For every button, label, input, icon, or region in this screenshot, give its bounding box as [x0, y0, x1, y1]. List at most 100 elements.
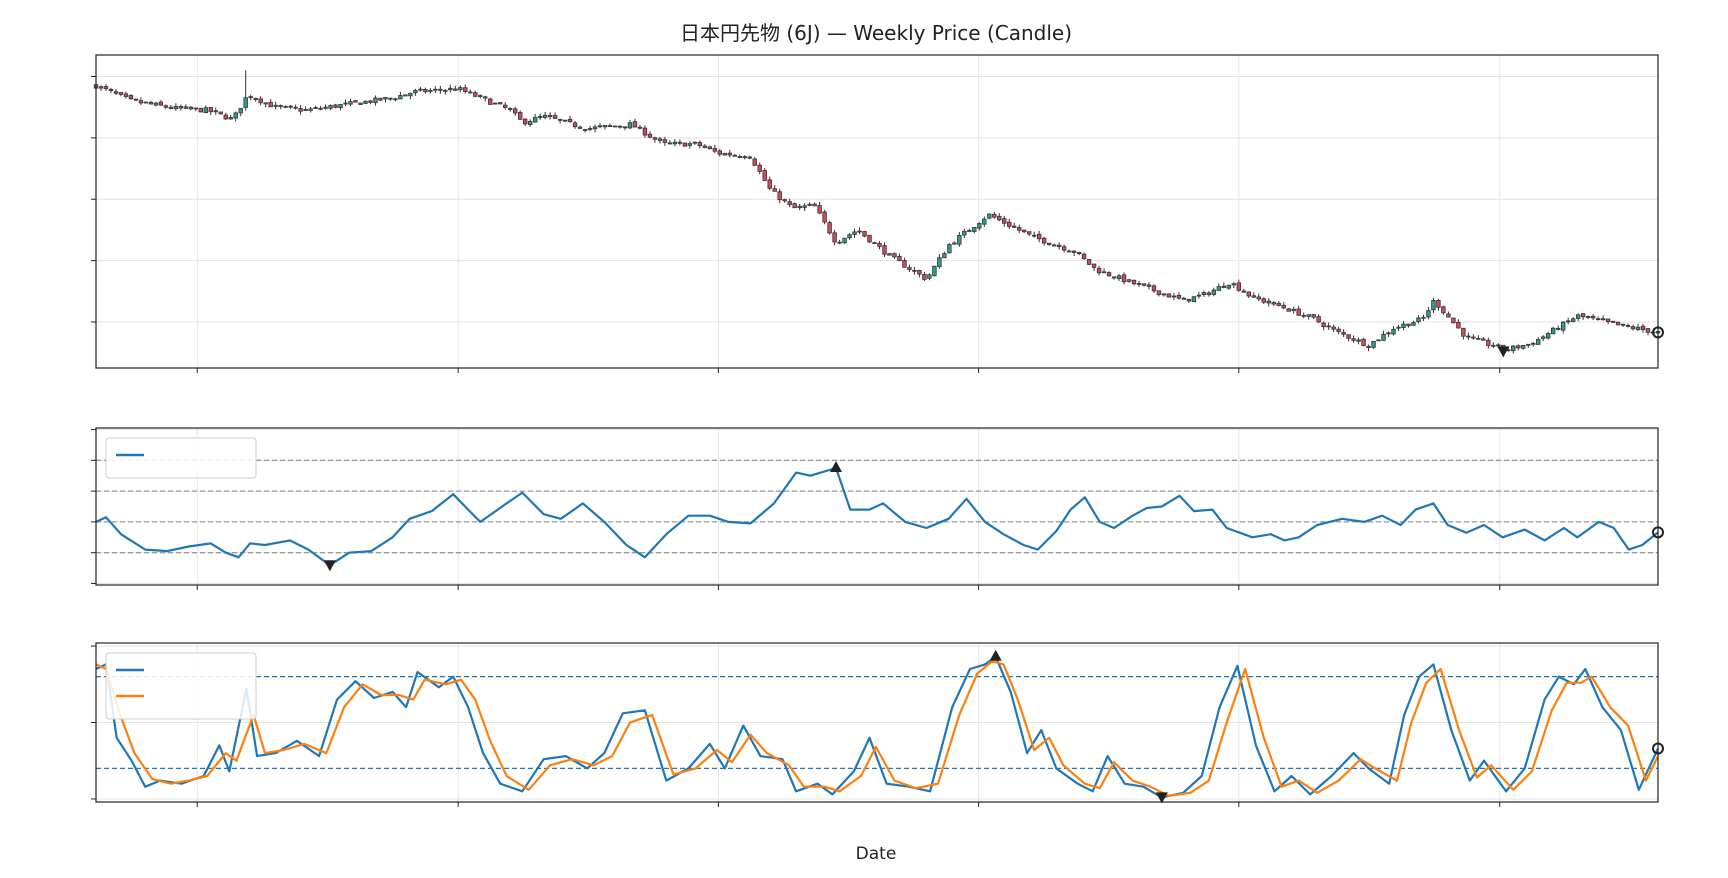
candle-body	[1585, 316, 1591, 318]
candle-body	[662, 139, 668, 143]
candle-body	[917, 269, 922, 275]
candle-body	[1635, 326, 1641, 330]
candle-body	[1191, 296, 1197, 303]
candle-body	[517, 112, 523, 120]
candle-body	[1036, 233, 1042, 240]
candle-body	[1555, 327, 1561, 330]
candle-body	[597, 125, 603, 128]
panel-2	[91, 427, 1664, 590]
candle-body	[193, 107, 199, 110]
candle-body	[557, 118, 563, 121]
candle-body	[1570, 318, 1576, 322]
candle-body	[108, 88, 114, 91]
panel-1	[91, 54, 1664, 373]
candle-body	[1076, 251, 1082, 255]
candle-body	[1291, 308, 1296, 312]
candle-body	[408, 93, 413, 97]
candle-body	[213, 110, 218, 113]
candle-body	[248, 96, 253, 99]
candle-body	[757, 164, 762, 172]
plot-frame	[95, 427, 1659, 586]
candle-body	[1531, 342, 1536, 345]
candle-body	[997, 215, 1002, 221]
candle-body	[817, 205, 822, 214]
candle-body	[278, 105, 283, 107]
candle-body	[1041, 237, 1047, 244]
candle-body	[1366, 345, 1371, 349]
candle-body	[1056, 244, 1062, 248]
candle-body	[872, 242, 877, 245]
candle-body	[363, 100, 368, 104]
candle-body	[1441, 306, 1446, 314]
candle-body	[148, 101, 154, 105]
candle-body	[677, 141, 683, 144]
candle-body	[483, 96, 488, 99]
candle-body	[937, 257, 942, 268]
candle-body	[178, 105, 184, 109]
candle-body	[737, 156, 742, 158]
candle-body	[1071, 250, 1077, 253]
candle-body	[1116, 275, 1122, 280]
candle-body	[1231, 283, 1237, 286]
candle-body	[478, 95, 483, 97]
candle-body	[837, 241, 842, 244]
candle-body	[977, 223, 982, 229]
candle-body	[373, 97, 378, 104]
candle-body	[378, 97, 383, 101]
candle-body	[1171, 295, 1177, 298]
candle-body	[1186, 298, 1192, 302]
chart-panels	[91, 54, 1664, 807]
candle-body	[1436, 299, 1441, 308]
legend	[105, 437, 257, 479]
candle-body	[458, 87, 463, 91]
candle-body	[98, 86, 104, 89]
candle-body	[527, 121, 533, 126]
candle-body	[552, 115, 558, 119]
candle-body	[802, 205, 807, 208]
min-marker	[323, 560, 336, 572]
candle-body	[223, 114, 228, 120]
candle-body	[742, 156, 747, 159]
candle-body	[368, 100, 373, 103]
candle-body	[338, 104, 343, 109]
candle-body	[1600, 318, 1606, 321]
candle-body	[1451, 317, 1456, 324]
candle-body	[1381, 333, 1386, 341]
candle-body	[847, 234, 852, 239]
series-line-1	[95, 655, 1659, 799]
legend-box	[105, 652, 257, 720]
candle-body	[727, 152, 732, 156]
candle-body	[652, 137, 658, 140]
candle-body	[433, 88, 438, 91]
candle-body	[1551, 327, 1556, 335]
candle-body	[1271, 301, 1276, 305]
candle-body	[1386, 332, 1391, 335]
candle-body	[218, 111, 223, 115]
series-line-2	[95, 660, 1659, 797]
candle-body	[508, 108, 513, 110]
candle-body	[942, 253, 947, 259]
candle-body	[1161, 293, 1167, 296]
candle-body	[183, 106, 189, 109]
candle-body	[1181, 297, 1187, 300]
candle-body	[792, 203, 797, 209]
candle-body	[353, 100, 358, 103]
candle-body	[782, 199, 787, 202]
candle-body	[1496, 344, 1501, 347]
candle-body	[503, 104, 508, 108]
candle-body	[692, 141, 698, 144]
candle-body	[1216, 286, 1222, 291]
candle-body	[493, 102, 498, 105]
candle-body	[393, 98, 398, 101]
candle-body	[168, 106, 174, 109]
candle-body	[947, 244, 952, 254]
candle-body	[1615, 321, 1621, 326]
candle-body	[418, 88, 423, 91]
candle-body	[1645, 328, 1651, 333]
candle-body	[1605, 318, 1611, 323]
candle-body	[1625, 325, 1631, 327]
candle-body	[1156, 290, 1162, 295]
candle-body	[343, 102, 348, 105]
annotation	[1155, 792, 1168, 804]
